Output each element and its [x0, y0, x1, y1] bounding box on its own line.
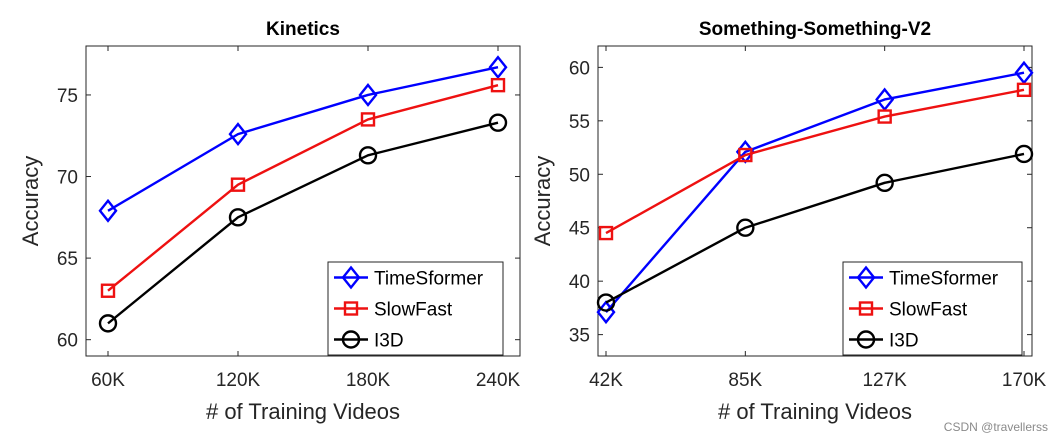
- watermark-text: CSDN @travellerss: [943, 420, 1048, 434]
- chart-panel-1: Kinetics 60 65 70 75 60K 120K 180K 240K # of Trai…: [18, 19, 521, 424]
- series-line-timesformer: [107, 66, 499, 212]
- data-point-timesformer: [98, 198, 118, 223]
- chart-title: Something-Something-V2: [699, 19, 931, 40]
- data-point-timesformer: [358, 83, 378, 107]
- legend-marker-i3d: [856, 330, 876, 349]
- series-slowfast: [598, 82, 1032, 241]
- legend-marker-slowfast: [858, 301, 874, 316]
- data-point-slowfast: [738, 147, 753, 163]
- series-timesformer: [98, 55, 508, 223]
- data-point-slowfast: [100, 283, 116, 298]
- series-line-i3d: [605, 152, 1025, 304]
- legend-marker-slowfast: [343, 301, 359, 316]
- data-point-slowfast: [360, 112, 376, 127]
- legend-marker-timesformer: [341, 265, 361, 290]
- data-point-i3d: [358, 146, 378, 165]
- y-tick-label: 60: [57, 331, 78, 352]
- y-tick-label: 40: [569, 272, 590, 293]
- series-slowfast: [100, 77, 506, 298]
- data-point-timesformer: [228, 122, 248, 147]
- series-i3d: [98, 113, 508, 333]
- y-tick-label: 60: [569, 58, 590, 79]
- legend-label-i3d: I3D: [889, 331, 919, 352]
- data-point-i3d: [736, 218, 755, 237]
- series-line-timesformer: [605, 71, 1025, 313]
- chart-title: Kinetics: [266, 19, 340, 40]
- x-tick-label: 85K: [728, 370, 762, 391]
- x-tick-label: 180K: [346, 370, 391, 391]
- y-axis-label: Accuracy: [18, 156, 43, 246]
- y-tick-label: 35: [569, 326, 590, 347]
- x-tick-label: 60K: [91, 370, 125, 391]
- data-point-slowfast: [877, 109, 892, 124]
- x-tick-label: 170K: [1002, 370, 1047, 391]
- plot-area-frame: [85, 45, 521, 357]
- data-point-i3d: [596, 293, 616, 312]
- x-tick-label: 240K: [476, 370, 521, 391]
- y-tick-label: 50: [569, 165, 590, 186]
- y-tick-label: 65: [57, 249, 78, 270]
- x-tick-label: 127K: [862, 370, 907, 391]
- series-i3d: [596, 144, 1034, 312]
- x-tick-label: 120K: [216, 370, 261, 391]
- legend-label-i3d: I3D: [374, 331, 404, 352]
- legend: TimeSformer SlowFast I3D: [327, 261, 504, 356]
- series-line-i3d: [107, 121, 499, 325]
- data-point-i3d: [98, 314, 118, 333]
- x-axis-label: # of Training Videos: [718, 399, 912, 424]
- data-point-i3d: [875, 173, 894, 193]
- legend-label-timesformer: TimeSformer: [889, 269, 999, 290]
- legend: TimeSformer SlowFast I3D: [842, 261, 1023, 356]
- x-axis-label: # of Training Videos: [206, 399, 400, 424]
- data-point-slowfast: [490, 77, 506, 93]
- legend-marker-timesformer: [856, 265, 876, 290]
- chart-panel-2: Something-Something-V2 35 40 45 50 55 60 42K 85K…: [530, 19, 1047, 424]
- legend-marker-i3d: [341, 330, 361, 349]
- y-tick-label: 75: [57, 86, 78, 107]
- data-point-timesformer: [488, 55, 508, 80]
- x-tick-label: 42K: [589, 370, 623, 391]
- data-point-slowfast: [230, 177, 246, 192]
- series-line-slowfast: [107, 83, 499, 292]
- series-line-slowfast: [605, 88, 1025, 235]
- data-point-i3d: [488, 113, 508, 132]
- y-axis-label: Accuracy: [530, 156, 555, 246]
- data-point-i3d: [1014, 144, 1034, 164]
- legend-label-slowfast: SlowFast: [374, 300, 453, 321]
- data-point-i3d: [228, 208, 248, 227]
- data-point-slowfast: [598, 225, 614, 241]
- legend-label-slowfast: SlowFast: [889, 300, 968, 321]
- plot-area-frame: [597, 45, 1033, 357]
- y-tick-label: 55: [569, 112, 590, 133]
- data-point-slowfast: [1016, 82, 1032, 98]
- y-tick-label: 45: [569, 219, 590, 240]
- y-tick-label: 70: [57, 168, 78, 189]
- legend-label-timesformer: TimeSformer: [374, 269, 484, 290]
